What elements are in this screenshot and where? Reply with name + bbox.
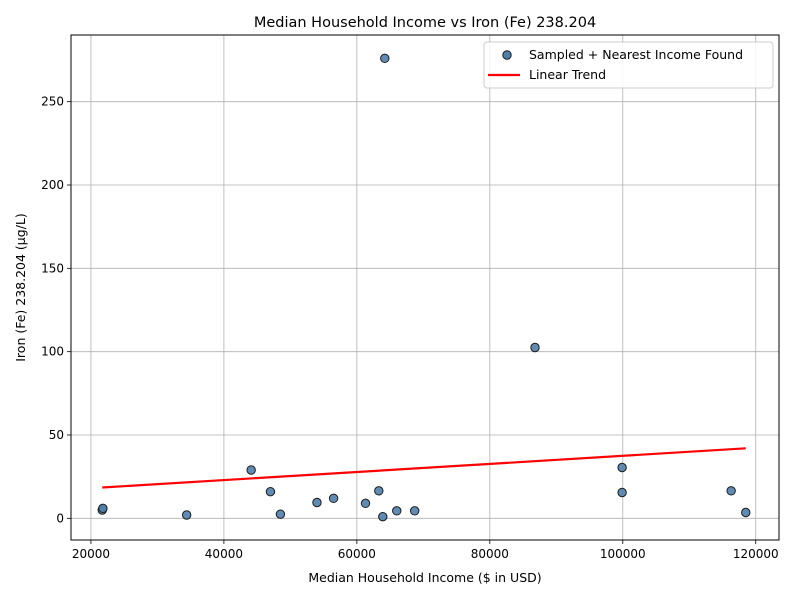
data-point (392, 506, 402, 516)
trend-line (102, 447, 746, 489)
data-point (409, 506, 420, 516)
legend-label-trend: Linear Trend (529, 67, 606, 82)
data-point (726, 486, 736, 496)
data-point (98, 503, 108, 514)
y-tick-label: 250 (41, 95, 64, 109)
x-axis-ticks: 20000 40000 60000 80000 100000 120000 (72, 540, 779, 561)
x-tick-label: 120000 (733, 547, 779, 561)
data-point (617, 487, 627, 498)
points-layer (97, 53, 751, 522)
plot-frame (70, 34, 780, 541)
data-point (530, 342, 540, 353)
y-tick-label: 200 (41, 178, 64, 192)
data-point (275, 509, 286, 519)
data-point (374, 486, 384, 496)
data-point (265, 486, 276, 497)
y-axis-ticks: 0 50 100 150 200 250 (41, 95, 71, 525)
chart-title: Median Household Income vs Iron (Fe) 238… (254, 15, 596, 31)
grid (71, 35, 779, 540)
data-point (312, 497, 322, 508)
data-point (360, 498, 371, 509)
x-axis-label: Median Household Income ($ in USD) (308, 570, 541, 585)
data-point (617, 462, 627, 473)
data-point (378, 511, 388, 522)
y-tick-label: 50 (49, 428, 64, 442)
legend-label-scatter: Sampled + Nearest Income Found (529, 47, 743, 62)
legend-marker-scatter (502, 50, 512, 60)
y-tick-label: 100 (41, 345, 64, 359)
legend-box (483, 41, 774, 89)
data-point (246, 465, 256, 475)
y-tick-label: 150 (41, 261, 64, 275)
trend-layer (102, 447, 746, 489)
x-tick-label: 60000 (338, 547, 376, 561)
x-tick-label: 20000 (72, 547, 110, 561)
y-axis-label: Iron (Fe) 238.204 (µg/L) (13, 213, 28, 362)
data-point (328, 493, 339, 504)
y-tick-label: 0 (56, 511, 64, 525)
x-tick-label: 80000 (471, 547, 509, 561)
data-point (380, 53, 390, 64)
data-point (181, 510, 192, 520)
x-tick-label: 100000 (600, 547, 646, 561)
x-tick-label: 40000 (205, 547, 243, 561)
data-point (741, 507, 751, 518)
legend: Sampled + Nearest Income Found Linear Tr… (483, 41, 774, 89)
